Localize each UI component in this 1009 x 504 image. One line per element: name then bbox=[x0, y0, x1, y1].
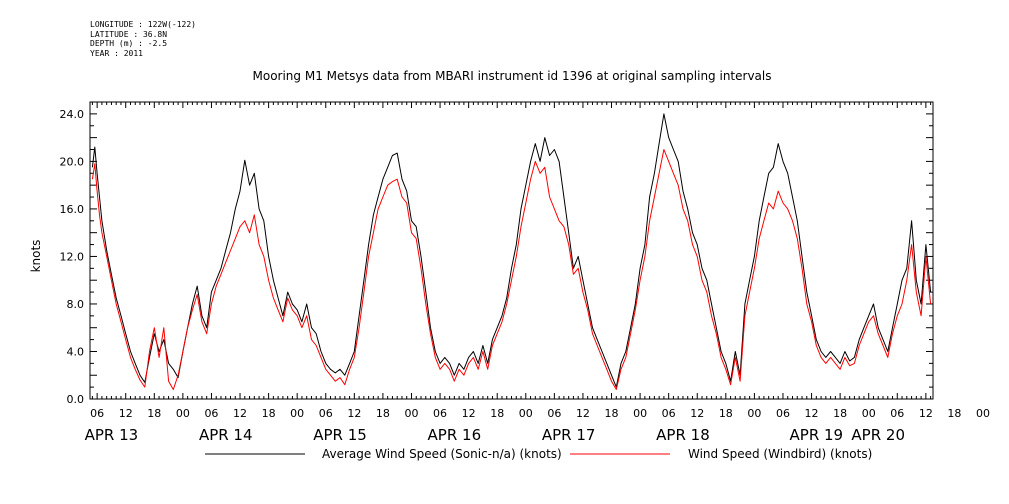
x-tick-label: 00 bbox=[519, 407, 533, 420]
x-tick-label: 12 bbox=[462, 407, 476, 420]
day-label: APR 14 bbox=[199, 426, 253, 444]
x-tick-label: 18 bbox=[376, 407, 390, 420]
y-tick-label: 12.0 bbox=[60, 250, 85, 263]
x-tick-label: 18 bbox=[262, 407, 276, 420]
series-lines bbox=[91, 113, 932, 390]
latitude-text: LATITUDE : 36.8N bbox=[90, 29, 168, 39]
x-tick-labels: 06 12 18 00 06 12 18 00 06 12 18 00 06 12 18 00 06 12 18 00… bbox=[90, 407, 990, 420]
day-label: APR 17 bbox=[542, 426, 596, 444]
x-tick-label: 12 bbox=[805, 407, 819, 420]
x-tick-label: 18 bbox=[605, 407, 619, 420]
chart-title: Mooring M1 Metsys data from MBARI instru… bbox=[253, 69, 772, 83]
day-label: APR 20 bbox=[851, 426, 905, 444]
y-tick-labels: 0.0 4.0 8.0 12.0 16.0 20.0 24.0 bbox=[60, 108, 85, 406]
x-tick-label: 00 bbox=[862, 407, 876, 420]
x-tick-label: 06 bbox=[433, 407, 447, 420]
x-tick-label: 00 bbox=[747, 407, 761, 420]
day-label: APR 13 bbox=[85, 426, 139, 444]
x-tick-label: 12 bbox=[347, 407, 361, 420]
x-tick-label: 06 bbox=[319, 407, 333, 420]
x-tick-label: 18 bbox=[719, 407, 733, 420]
series-line-average-wind bbox=[91, 113, 932, 388]
x-tick-label: 00 bbox=[633, 407, 647, 420]
series-line-windbird bbox=[91, 149, 932, 390]
x-tick-label: 18 bbox=[490, 407, 504, 420]
x-tick-label: 18 bbox=[147, 407, 161, 420]
day-labels: APR 13 APR 14 APR 15 APR 16 APR 17 APR 18 APR … bbox=[85, 426, 905, 444]
x-tick-label: 06 bbox=[662, 407, 676, 420]
x-tick-label: 12 bbox=[919, 407, 933, 420]
x-tick-label: 06 bbox=[776, 407, 790, 420]
axis-ticks bbox=[90, 101, 933, 400]
y-tick-label: 16.0 bbox=[60, 203, 85, 216]
y-tick-label: 24.0 bbox=[60, 108, 85, 121]
x-tick-label: 00 bbox=[976, 407, 990, 420]
depth-text: DEPTH (m) : -2.5 bbox=[90, 39, 168, 49]
x-tick-label: 18 bbox=[947, 407, 961, 420]
day-label: APR 15 bbox=[313, 426, 367, 444]
x-tick-label: 06 bbox=[204, 407, 218, 420]
x-tick-label: 12 bbox=[233, 407, 247, 420]
day-label: APR 18 bbox=[656, 426, 710, 444]
x-tick-label: 06 bbox=[547, 407, 561, 420]
y-tick-label: 4.0 bbox=[67, 345, 85, 358]
plot-frame bbox=[89, 101, 934, 400]
x-tick-label: 12 bbox=[690, 407, 704, 420]
y-tick-label: 8.0 bbox=[67, 298, 85, 311]
x-tick-label: 00 bbox=[176, 407, 190, 420]
x-tick-label: 06 bbox=[890, 407, 904, 420]
x-tick-label: 06 bbox=[90, 407, 104, 420]
x-tick-label: 12 bbox=[119, 407, 133, 420]
y-axis-label: knots bbox=[29, 240, 43, 273]
x-tick-label: 18 bbox=[833, 407, 847, 420]
x-tick-label: 12 bbox=[576, 407, 590, 420]
day-label: APR 19 bbox=[790, 426, 844, 444]
legend-label-average-wind: Average Wind Speed (Sonic-n/a) (knots) bbox=[322, 447, 562, 461]
day-label: APR 16 bbox=[428, 426, 482, 444]
legend-label-windbird: Wind Speed (Windbird) (knots) bbox=[688, 447, 872, 461]
y-tick-label: 0.0 bbox=[67, 393, 85, 406]
x-tick-label: 00 bbox=[290, 407, 304, 420]
longitude-text: LONGITUDE : 122W(-122) bbox=[90, 20, 196, 29]
year-text: YEAR : 2011 bbox=[90, 48, 143, 58]
metadata-header: LONGITUDE : 122W(-122) LATITUDE : 36.8N … bbox=[90, 20, 196, 58]
x-tick-label: 00 bbox=[404, 407, 418, 420]
y-tick-label: 20.0 bbox=[60, 155, 85, 168]
